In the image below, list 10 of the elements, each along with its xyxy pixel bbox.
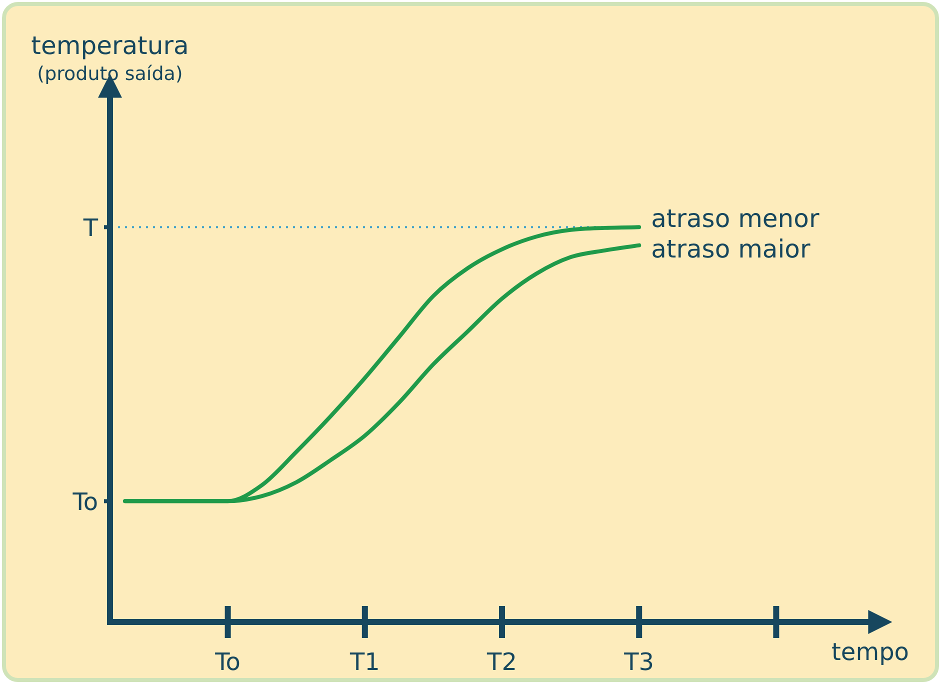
- x-tick-label: T3: [623, 648, 654, 676]
- text: temperatura (produto saída): [31, 31, 189, 85]
- series-label: atraso menor: [651, 204, 820, 234]
- x-tick-label: To: [214, 648, 240, 676]
- series-label: atraso maior: [651, 234, 811, 264]
- x-tick-label: T2: [486, 648, 517, 676]
- x-axis-title: tempo: [832, 638, 909, 666]
- ref-line-label: T: [82, 214, 98, 242]
- x-tick-label: T1: [348, 648, 380, 676]
- text: To: [72, 488, 98, 516]
